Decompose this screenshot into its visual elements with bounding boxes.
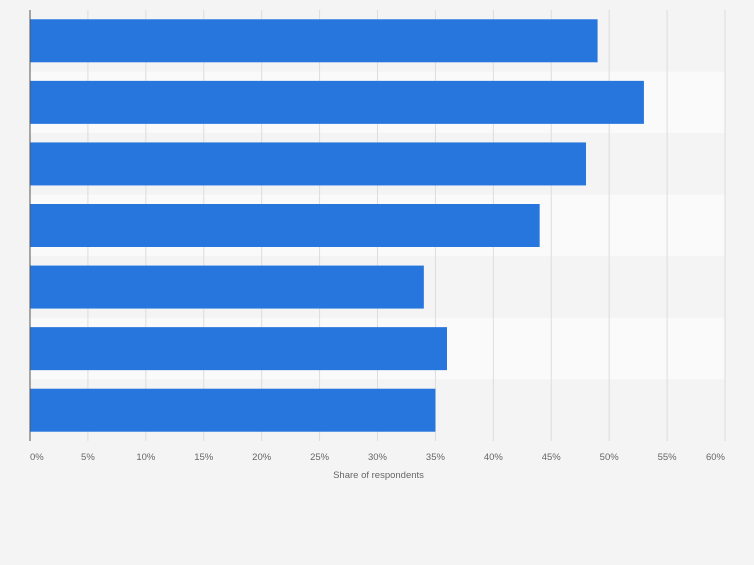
tick-label: 55% [658, 452, 678, 463]
tick-label: 20% [252, 452, 272, 463]
bar [30, 142, 586, 186]
tick-label: 10% [136, 452, 156, 463]
tick-label: 5% [81, 452, 95, 463]
tick-label: 30% [368, 452, 388, 463]
bar [30, 204, 540, 247]
tick-label: 0% [30, 452, 44, 463]
tick-label: 40% [484, 452, 504, 463]
tick-label: 50% [600, 452, 620, 463]
tick-label: 60% [706, 452, 726, 463]
bar [30, 19, 598, 63]
tick-label: 35% [426, 452, 446, 463]
tick-label: 15% [194, 452, 214, 463]
tick-label: 25% [310, 452, 330, 463]
x-axis-label: Share of respondents [333, 470, 424, 481]
bar [30, 265, 424, 309]
tick-label: 45% [542, 452, 562, 463]
bars [30, 19, 644, 432]
bar [30, 80, 644, 124]
bar [30, 388, 436, 432]
x-axis-ticks: 0% 5% 10% 15% 20% 25% 30% 35% 40% 45% 50% 55% 60% [30, 452, 726, 463]
bar [30, 327, 447, 371]
